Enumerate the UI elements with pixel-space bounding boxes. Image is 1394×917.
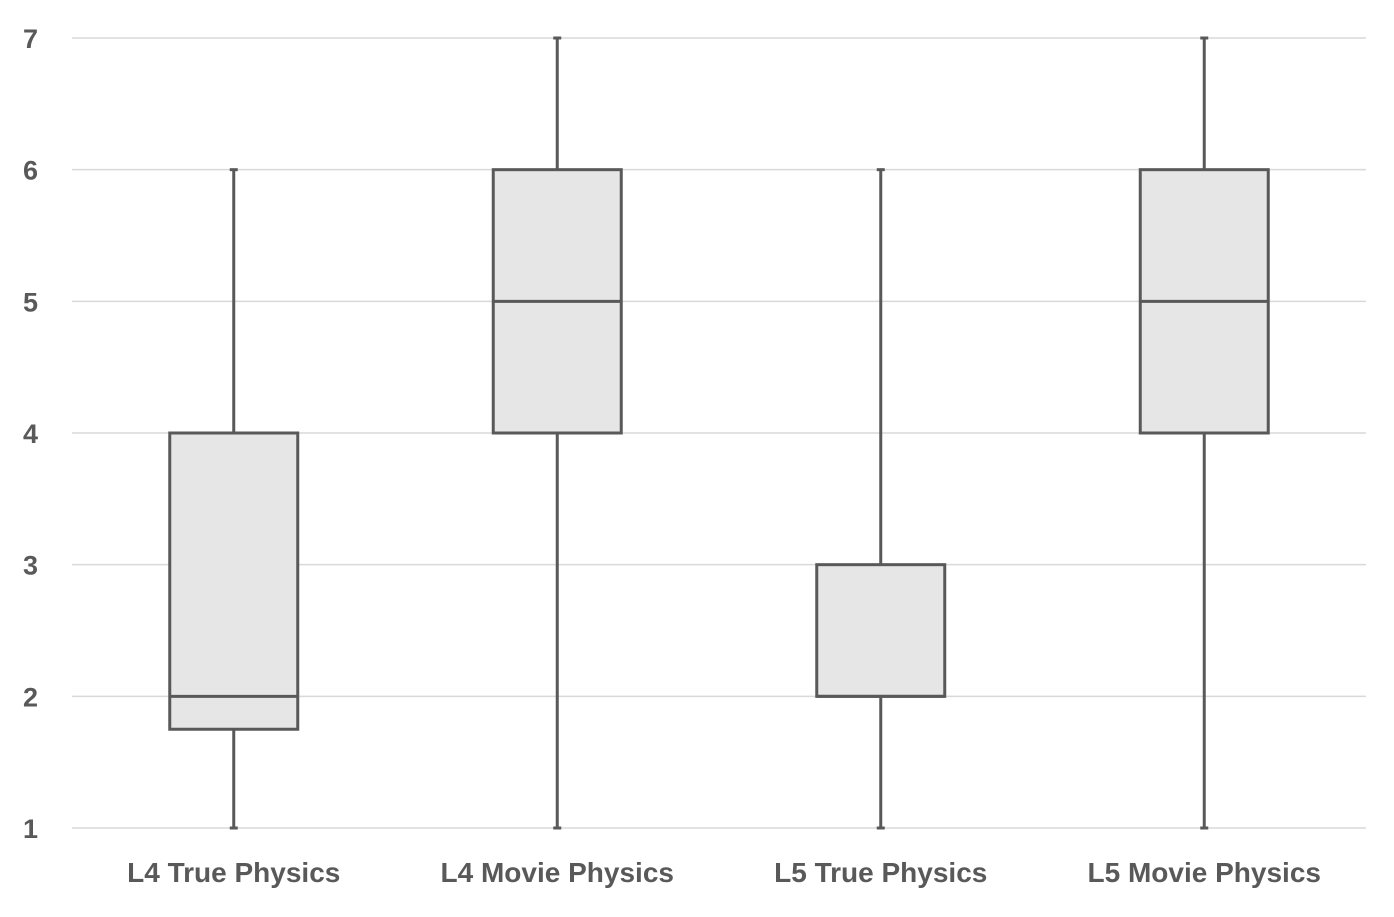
box-4 — [1138, 36, 1270, 830]
x-tick-label: L5 Movie Physics — [1088, 857, 1321, 888]
y-tick-label: 3 — [23, 551, 38, 581]
y-tick-label: 7 — [23, 24, 38, 54]
y-tick-label: 1 — [23, 814, 38, 844]
box-rect — [168, 431, 300, 731]
x-tick-label: L4 True Physics — [127, 857, 340, 888]
y-tick-label: 2 — [23, 682, 38, 712]
y-axis-ticks: 1 2 3 4 5 6 7 — [23, 24, 38, 844]
y-tick-label: 5 — [23, 287, 38, 317]
box-rect — [815, 563, 947, 698]
y-tick-label: 6 — [23, 156, 38, 186]
x-tick-label: L5 True Physics — [774, 857, 987, 888]
box-1 — [168, 168, 300, 830]
box-2 — [491, 36, 623, 830]
box-3 — [815, 168, 947, 830]
x-tick-label: L4 Movie Physics — [441, 857, 674, 888]
x-axis-ticks: L4 True Physics L4 Movie Physics L5 True P… — [127, 857, 1321, 888]
y-tick-label: 4 — [23, 419, 38, 449]
boxes — [168, 36, 1270, 830]
